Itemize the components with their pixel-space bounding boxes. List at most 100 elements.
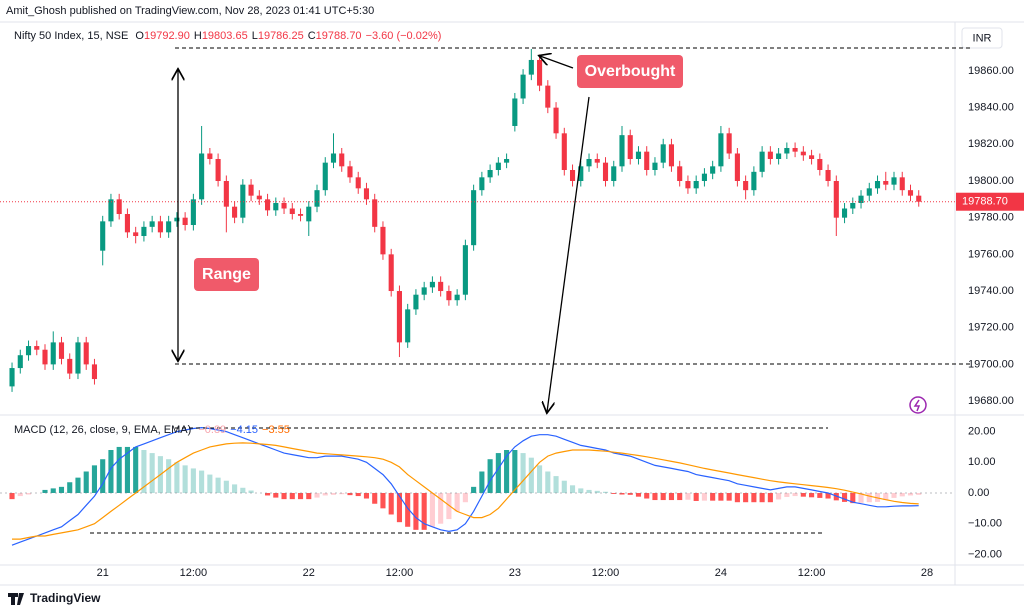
y-tick-label: −10.00: [968, 518, 1002, 530]
histogram-bar: [232, 484, 238, 493]
candle-body: [891, 177, 897, 185]
histogram-bar: [660, 492, 666, 501]
candle-body: [561, 133, 567, 170]
change: −3.60 (−0.02%): [365, 30, 442, 42]
histogram-bar: [800, 492, 806, 497]
histogram-bar: [644, 492, 650, 499]
candle-body: [545, 85, 551, 108]
x-tick-label: 12:00: [386, 567, 414, 579]
candle-body: [825, 169, 831, 181]
histogram-bar: [141, 450, 147, 493]
histogram-bar: [100, 459, 106, 493]
icon[interactable]: [909, 396, 927, 414]
histogram-bar: [619, 492, 625, 495]
candle-body: [116, 199, 122, 215]
candle-body: [586, 158, 592, 167]
histogram-bar: [347, 492, 353, 496]
histogram-bar: [248, 490, 254, 493]
histogram-bar: [215, 477, 221, 493]
candle-body: [438, 281, 444, 292]
candle-body: [330, 153, 337, 163]
histogram-bar: [363, 492, 370, 499]
histogram-bar: [355, 492, 361, 497]
candle-body: [907, 190, 914, 196]
overbought-label: Overbought: [585, 63, 676, 80]
histogram-bar: [116, 446, 122, 493]
histogram-bar: [545, 471, 551, 493]
x-tick-label: 23: [509, 567, 521, 579]
currency-button[interactable]: [961, 27, 1003, 49]
histogram-bar: [91, 465, 98, 493]
y-tick-label: 19820.00: [968, 138, 1014, 150]
candle-body: [841, 208, 848, 218]
ohlc-value: 19803.65: [201, 30, 248, 42]
brand: TradingView: [30, 591, 101, 605]
legend: Nifty 50 Index, 15, NSE O19792.90 H19803.…: [14, 30, 441, 42]
candle-body: [372, 199, 378, 227]
histogram-bar: [281, 492, 287, 500]
histogram-bar: [223, 480, 229, 493]
histogram-bar: [907, 492, 914, 496]
histogram-bar: [438, 492, 444, 524]
candle-body: [363, 188, 370, 200]
ohlc-key: H: [193, 30, 202, 42]
histogram-bar: [883, 492, 889, 501]
histogram-bar: [916, 492, 922, 495]
candle-body: [306, 206, 312, 222]
candle-body: [199, 153, 205, 200]
candle-body: [273, 203, 279, 211]
candle-body: [701, 173, 707, 181]
histogram-bar: [520, 453, 526, 493]
candle-body: [899, 177, 905, 191]
histogram-bar: [817, 492, 823, 498]
ohlc-key: L: [251, 30, 258, 42]
histogram-bar: [9, 492, 15, 500]
arrow: [540, 56, 574, 69]
histogram-bar: [199, 470, 205, 493]
histogram-bar: [850, 492, 856, 504]
candle-body: [537, 59, 543, 86]
candle-body: [248, 184, 254, 196]
candle-body: [347, 166, 353, 178]
candle-body: [281, 203, 287, 209]
x-tick-label: 22: [303, 567, 315, 579]
candle-body: [396, 291, 402, 343]
candle-body: [883, 180, 889, 185]
candle-body: [380, 226, 386, 255]
candle-body: [256, 195, 262, 200]
candle-body: [635, 151, 642, 159]
histogram-bar: [586, 489, 592, 493]
histogram-bar: [405, 492, 411, 527]
histogram-bar: [668, 492, 675, 501]
candle-body: [454, 294, 460, 301]
y-tick-label: 20.00: [968, 425, 996, 437]
histogram-bar: [487, 459, 493, 493]
candle-body: [339, 153, 345, 167]
histogram-bar: [652, 492, 658, 501]
candle-body: [100, 221, 106, 251]
histogram-bar: [388, 492, 394, 515]
candle-body: [685, 180, 691, 189]
histogram-bar: [594, 490, 600, 493]
histogram-bar: [611, 492, 617, 494]
histogram-bar: [627, 492, 633, 495]
candle-body: [874, 180, 881, 189]
candle-body: [726, 133, 732, 154]
histogram-bar: [891, 492, 897, 498]
histogram-bar: [182, 465, 188, 493]
candle-body: [619, 135, 625, 167]
candle-body: [190, 199, 196, 226]
logo: [8, 593, 24, 605]
histogram-bar: [50, 488, 56, 493]
y-tick-label: 0.00: [968, 487, 989, 499]
histogram-bar: [17, 492, 23, 497]
histogram-bar: [265, 492, 271, 496]
histogram-bar: [58, 486, 65, 493]
candle-body: [776, 153, 782, 159]
candle-body: [668, 144, 675, 167]
candle-body: [693, 180, 699, 189]
ohlc-key: C: [307, 30, 316, 42]
macd-value: −4.15: [230, 424, 259, 436]
last-price-label: 19788.70: [962, 196, 1008, 208]
